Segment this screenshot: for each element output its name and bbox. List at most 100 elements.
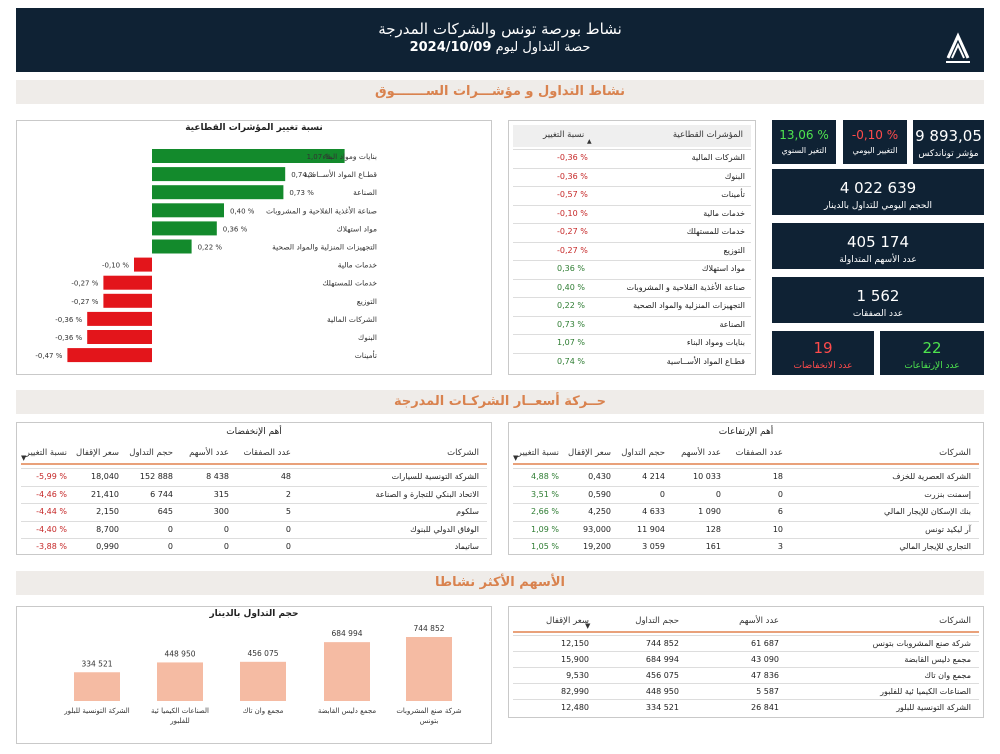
cell-value: 43 090 [751,655,779,664]
cell-value: 0 [223,542,229,551]
sector-name: خدمات مالية [703,208,745,218]
cell-value: 10 [772,524,783,534]
cell-value: 0 [167,542,173,551]
sector-bar [134,257,152,272]
volume-category-label: مجمع دليس القابضة [318,707,377,715]
kpi-rises: 22 عدد الإرتفاعات [880,331,984,375]
col-header[interactable]: نسبة التغيير [25,448,67,458]
kpi-shares: 405 174 عدد الأسهم المتداولة [772,223,984,269]
table-row: مجمع وان تاك 47 836 456 075 9,530 [513,667,979,684]
annual-change-label: التغير السنوي [781,146,827,155]
kpi-falls: 19 عدد الانخفاضات [772,331,874,375]
trades-label: عدد الصفقات [852,309,904,319]
sector-change: 0,36 % [557,264,585,273]
session-line: حصة التداول ليوم 2024/10/09 [16,40,984,55]
col-header[interactable]: عدد الأسهم [189,448,229,458]
col-header[interactable]: عدد الأسهم [681,448,721,458]
company-name: سلكوم [456,507,479,516]
col-header[interactable]: عدد الصفقات [243,448,291,458]
table-row: التجهيزات المنزلية والمواد الصحية 0,22 % [513,297,751,314]
cell-value: 18 [772,472,783,481]
sector-change-chart: 1,07 %بنايات ومواد البناء 0,74 %قطـاع الم… [35,149,377,363]
sector-change: -0,36 % [557,153,588,162]
cell-value: 152 888 [139,472,173,481]
cell-value: 26 841 [751,703,779,712]
col-header[interactable]: الشركات [447,448,479,458]
col-header[interactable]: عدد الأسهم [739,616,779,626]
table-row: سلكوم 5 300 645 2,150 -4,44 % [21,503,487,520]
cell-value: 12,150 [561,639,589,648]
col-header[interactable]: حجم التداول [635,616,679,626]
volume-category-label: شركة صنع المشروبات [396,707,461,715]
volume-category-label: للفلبور [169,717,189,725]
sector-category-label: التوزيع [357,297,377,306]
sector-bar [152,149,345,163]
sector-bar [152,239,192,254]
sector-change: -0,57 % [557,190,588,199]
cell-value: 82,990 [561,687,589,696]
company-name: الشركة العصرية للخزف [892,472,971,481]
cell-value: -3,88 % [36,542,67,551]
col-change[interactable]: نسبة التغيير [543,130,585,140]
sector-name: التوزيع [723,245,745,255]
sector-bar-value: -0,10 % [102,262,129,270]
trades-value: 1 562 [856,287,900,305]
cell-value: 4 214 [642,472,665,481]
sector-bar-value: 0,36 % [223,225,248,233]
index-value: 9 893,05 [915,127,982,145]
col-header[interactable]: الشركات [939,448,971,458]
sector-bar-value: 0,73 % [289,189,314,197]
sector-bar-value: -0,36 % [55,334,82,342]
section-market: نشاط التداول و مؤشـــرات الســـــــوق [16,80,984,104]
sector-name: تأمينات [721,190,745,199]
col-header[interactable]: سعر الإقفال [568,448,611,458]
col-header[interactable]: نسبة التغيير [517,448,559,458]
rises-table: أهم الإرتفاعات الشركات عدد الصفقات عدد الأ… [508,422,984,555]
sort-desc-icon[interactable]: ▼ [585,622,591,630]
cell-value: 4,88 % [531,472,559,481]
cell-value: 47 836 [751,671,779,680]
cell-value: 684 994 [645,655,679,664]
col-header[interactable]: حجم التداول [621,448,665,458]
sort-desc-icon[interactable]: ▼ [513,454,519,462]
table-row: البنوك -0,36 % [513,167,751,185]
volume-category-label: مجمع وان تاك [243,707,284,715]
cell-value: 448 950 [645,687,679,696]
falls-label: عدد الانخفاضات [793,361,853,371]
table-row: الشركة التونسية للسيارات 48 8 438 152 888 18… [21,468,487,485]
col-header[interactable]: عدد الصفقات [735,448,783,458]
col-header[interactable]: سعر الإقفال [76,448,119,458]
col-header[interactable]: سعر الإقفال [546,616,589,626]
col-header[interactable]: الشركات [939,616,971,626]
sort-desc-icon[interactable]: ▼ [21,454,27,462]
cell-value: -4,40 % [36,524,67,534]
table-header: الشركات عدد الأسهم حجم التداول سعر الإقفال ▼ [513,611,979,633]
sector-chart-panel: نسبة تغيير المؤشرات القطاعية 1,07 % بنايا… [16,120,492,375]
cell-value: 0 [659,489,665,499]
col-header[interactable]: حجم التداول [129,448,173,458]
cell-value: 19,200 [583,542,611,551]
cell-value: -4,46 % [36,489,67,499]
cell-value: 8,700 [96,524,119,534]
cell-value: 0,430 [588,472,611,481]
sector-name: بنايات ومواد البناء [686,338,745,347]
company-name: إسمنت بنزرت [924,489,971,499]
active-table: الشركات عدد الأسهم حجم التداول سعر الإقفال ▼… [508,606,984,718]
table-row: خدمات للمستهلك -0,27 % [513,223,751,240]
cell-value: 0 [715,489,721,499]
cell-value: 6 744 [150,489,173,499]
table-row: شركة صنع المشروبات بتونس 61 687 744 852 12,… [513,635,979,652]
company-name: مجمع دليس القابضة [904,655,971,664]
cell-value: 161 [705,542,721,551]
volume-bar [240,661,286,701]
sector-category-label: بنايات ومواد البناء [323,152,377,161]
table-row: التجاري للإيجار المالي 3 161 3 059 19,200 1,0… [513,538,979,555]
sector-name: مواد استهلاك [701,264,745,273]
kpi-volume: 4 022 639 الحجم اليومي للتداول بالدينار [772,169,984,215]
cell-value: 21,410 [91,489,119,499]
sort-asc-icon[interactable]: ▲ [587,138,592,145]
table-header: الشركات عدد الصفقات عدد الأسهم حجم التداول س… [513,443,979,465]
cell-value: 5 [285,507,291,516]
sector-name: الصناعة [719,319,745,329]
cell-value: 4 633 [642,507,665,516]
